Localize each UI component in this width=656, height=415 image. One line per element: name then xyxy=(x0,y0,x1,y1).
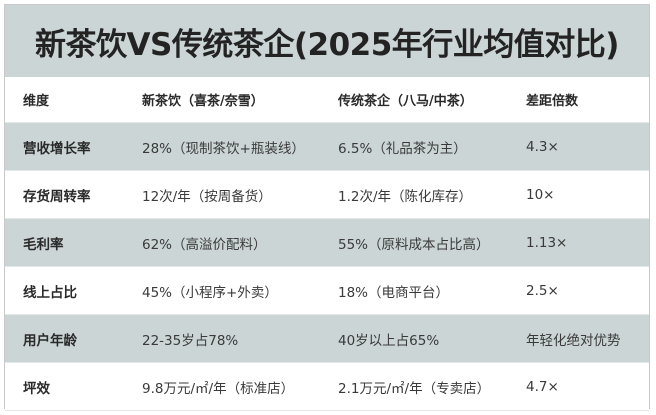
header-new-tea: 新茶饮（喜茶/奈雪） xyxy=(142,94,264,109)
row-dimension: 用户年龄 xyxy=(23,332,77,349)
header-traditional-tea: 传统茶企（八马/中茶） xyxy=(338,94,473,109)
row-new-tea-value: 62%（高溢价配料） xyxy=(142,236,267,253)
table-row: 用户年龄 22-35岁占78% 40岁以上占65% 年轻化绝对优势 xyxy=(5,315,649,363)
row-new-tea-value: 12次/年（按周备货） xyxy=(142,188,272,205)
row-gap-value: 10× xyxy=(526,186,555,203)
table-row: 线上占比 45%（小程序+外卖） 18%（电商平台） 2.5× xyxy=(5,267,649,315)
page-title: 新茶饮VS传统茶企(2025年行业均值对比) xyxy=(35,26,619,63)
row-traditional-value: 18%（电商平台） xyxy=(338,284,450,301)
table-header-row: 维度 新茶饮（喜茶/奈雪） 传统茶企（八马/中茶） 差距倍数 xyxy=(5,77,649,123)
row-dimension: 坪效 xyxy=(23,380,50,397)
row-new-tea-value: 22-35岁占78% xyxy=(142,332,239,349)
row-traditional-value: 40岁以上占65% xyxy=(338,332,440,349)
row-gap-value: 1.13× xyxy=(526,234,568,251)
table-row: 存货周转率 12次/年（按周备货） 1.2次/年（陈化库存） 10× xyxy=(5,171,649,219)
row-dimension: 营收增长率 xyxy=(23,140,91,157)
header-gap-multiple: 差距倍数 xyxy=(526,94,579,109)
row-new-tea-value: 9.8万元/㎡/年（标准店） xyxy=(142,380,295,397)
table-row: 坪效 9.8万元/㎡/年（标准店） 2.1万元/㎡/年（专卖店） 4.7× xyxy=(5,363,649,411)
table-frame: 新茶饮VS传统茶企(2025年行业均值对比) 维度 新茶饮（喜茶/奈雪） 传统茶… xyxy=(4,4,650,411)
comparison-table: 维度 新茶饮（喜茶/奈雪） 传统茶企（八马/中茶） 差距倍数 营收增长率 28%… xyxy=(5,77,649,411)
row-dimension: 线上占比 xyxy=(23,284,77,301)
title-bar: 新茶饮VS传统茶企(2025年行业均值对比) xyxy=(5,5,649,77)
header-dimension: 维度 xyxy=(23,94,50,109)
row-new-tea-value: 28%（现制茶饮+瓶装线） xyxy=(142,140,305,157)
row-new-tea-value: 45%（小程序+外卖） xyxy=(142,284,278,301)
table-row: 营收增长率 28%（现制茶饮+瓶装线） 6.5%（礼品茶为主） 4.3× xyxy=(5,123,649,171)
row-dimension: 毛利率 xyxy=(23,236,64,253)
row-traditional-value: 2.1万元/㎡/年（专卖店） xyxy=(338,380,491,397)
row-gap-value: 4.3× xyxy=(526,138,559,155)
row-traditional-value: 1.2次/年（陈化库存） xyxy=(338,188,473,205)
row-gap-value: 年轻化绝对优势 xyxy=(526,332,621,349)
row-gap-value: 2.5× xyxy=(526,282,559,299)
row-gap-value: 4.7× xyxy=(526,378,559,395)
table-row: 毛利率 62%（高溢价配料） 55%（原料成本占比高） 1.13× xyxy=(5,219,649,267)
row-dimension: 存货周转率 xyxy=(23,188,91,205)
row-traditional-value: 6.5%（礼品茶为主） xyxy=(338,140,467,157)
row-traditional-value: 55%（原料成本占比高） xyxy=(338,236,490,253)
